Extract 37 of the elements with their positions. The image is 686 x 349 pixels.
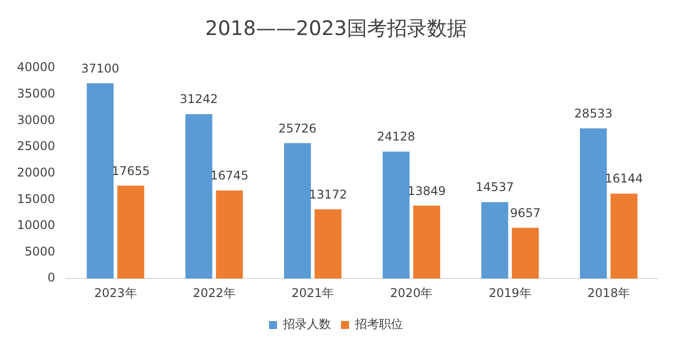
x-tick-label: 2019年 (488, 286, 532, 300)
data-label: 25726 (278, 121, 317, 136)
bar (86, 83, 114, 279)
data-label: 9657 (510, 206, 541, 220)
data-label: 31242 (180, 92, 218, 106)
y-tick-label: 5000 (24, 244, 56, 258)
data-label: 28533 (574, 106, 612, 120)
bar (481, 202, 508, 279)
legend-label: 招考职位 (354, 317, 403, 332)
bar (580, 128, 607, 279)
y-tick-label: 0 (48, 270, 56, 285)
x-tick-label: 2018年 (587, 286, 630, 300)
bar (382, 152, 410, 279)
x-tick-label: 2023年 (94, 286, 137, 300)
legend-label: 招录人数 (282, 317, 331, 332)
y-tick-label: 10000 (16, 218, 56, 232)
y-tick-label: 30000 (16, 112, 56, 127)
bar (117, 186, 144, 279)
y-tick-label: 35000 (16, 86, 56, 100)
chart-title: 2018——2023国考招录数据 (205, 16, 467, 40)
x-tick-label: 2020年 (390, 286, 433, 300)
x-tick-label: 2022年 (192, 286, 236, 300)
data-label: 14537 (476, 180, 514, 194)
data-label: 24128 (377, 130, 416, 144)
bar (610, 194, 638, 279)
x-tick-label: 2021年 (291, 286, 334, 300)
bar (185, 114, 212, 279)
y-tick-label: 40000 (16, 60, 56, 74)
bar (284, 143, 311, 279)
y-tick-label: 20000 (16, 165, 56, 180)
bar (216, 190, 243, 279)
bar (512, 228, 539, 279)
bar (314, 209, 342, 279)
y-tick-label: 25000 (16, 139, 56, 154)
bar (413, 206, 440, 279)
y-tick-label: 15000 (16, 192, 56, 206)
data-label: 37100 (81, 61, 120, 76)
